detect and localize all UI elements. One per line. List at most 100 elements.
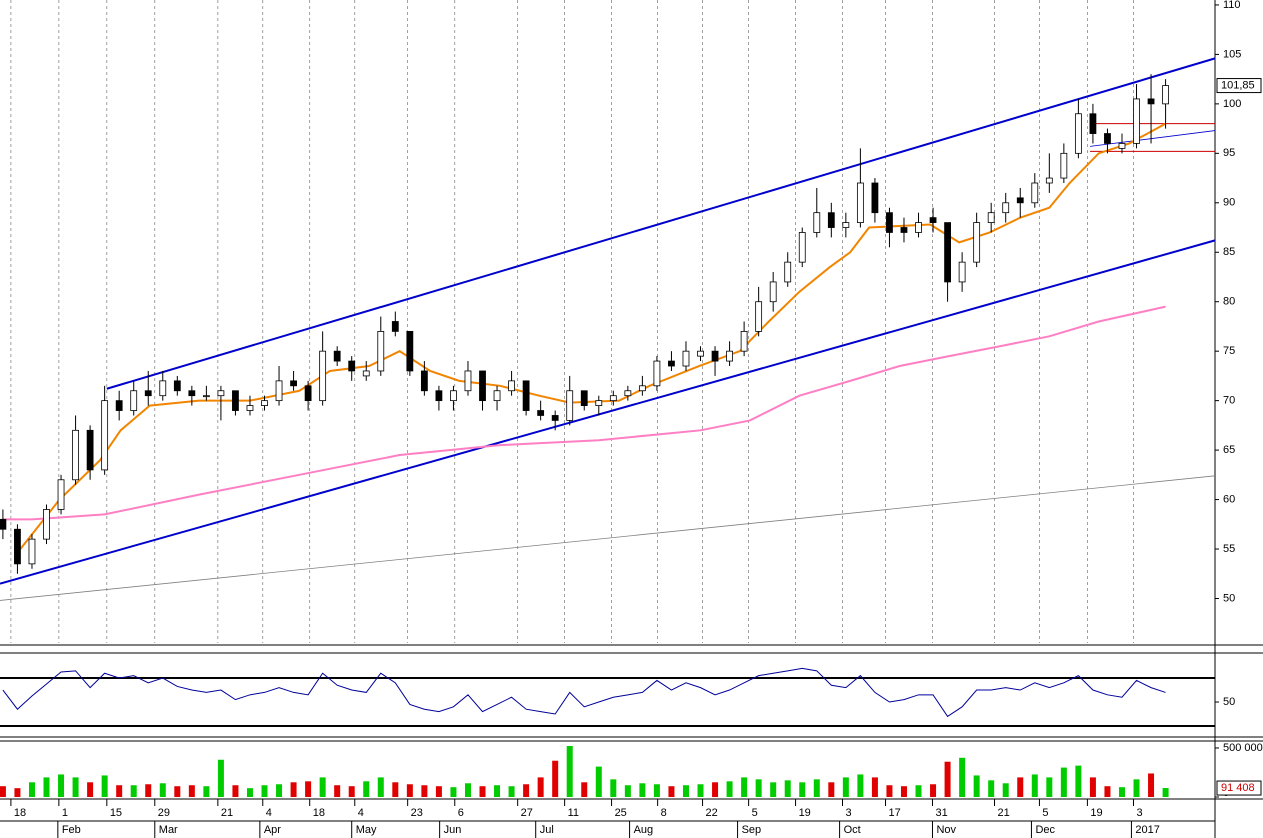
candle-body bbox=[57, 479, 65, 510]
volume-bar bbox=[305, 781, 312, 797]
candle-body bbox=[173, 380, 181, 392]
month-label: May bbox=[356, 824, 377, 836]
y-tick-label: 80 bbox=[1223, 296, 1235, 308]
volume-bar bbox=[813, 779, 820, 797]
volume-bar bbox=[217, 759, 224, 797]
candle-body bbox=[144, 390, 152, 397]
volume-bar bbox=[87, 782, 94, 797]
x-tick-label: 4 bbox=[358, 807, 364, 819]
x-tick-label: 21 bbox=[221, 807, 233, 819]
volume-bar bbox=[668, 786, 675, 797]
candle-body bbox=[1016, 197, 1024, 204]
candle-body bbox=[43, 509, 50, 540]
x-tick-label: 4 bbox=[266, 807, 272, 819]
candle-body bbox=[784, 261, 792, 283]
candle-body bbox=[1104, 133, 1111, 144]
month-label: Oct bbox=[844, 824, 861, 836]
candle-body bbox=[420, 370, 428, 392]
candle-body bbox=[638, 385, 646, 392]
volume-bar bbox=[566, 746, 573, 797]
candle-body bbox=[856, 182, 864, 223]
candle-body bbox=[900, 227, 908, 233]
x-tick-label: 19 bbox=[799, 807, 811, 819]
candle-body bbox=[1045, 177, 1053, 184]
x-tick-label: 3 bbox=[1136, 807, 1142, 819]
last-volume-label: 91 408 bbox=[1221, 782, 1255, 794]
volume-bar bbox=[58, 774, 65, 797]
volume-bar bbox=[944, 761, 951, 797]
volume-bar bbox=[799, 782, 806, 797]
volume-bar bbox=[973, 775, 980, 797]
y-tick-label: 100 bbox=[1223, 98, 1241, 110]
rsi-line bbox=[2, 667, 1166, 718]
volume-bar bbox=[857, 774, 864, 797]
candle-body bbox=[1133, 98, 1140, 144]
volume-bar bbox=[464, 783, 471, 797]
volume-bar bbox=[203, 786, 210, 797]
candle-body bbox=[1162, 85, 1169, 105]
volume-bar bbox=[0, 786, 6, 797]
volume-bar bbox=[28, 782, 35, 797]
candle-body bbox=[798, 232, 806, 263]
candle-body bbox=[1089, 113, 1097, 134]
x-tick-label: 31 bbox=[935, 807, 947, 819]
x-tick-label: 22 bbox=[706, 807, 718, 819]
x-tick-label: 29 bbox=[158, 807, 170, 819]
candle-body bbox=[886, 212, 893, 233]
moving-average bbox=[2, 305, 1166, 521]
month-label: Dec bbox=[1035, 824, 1055, 836]
y-tick-label: 110 bbox=[1223, 0, 1241, 11]
candle-body bbox=[595, 400, 603, 406]
month-label: Mar bbox=[159, 824, 178, 836]
moving-average bbox=[19, 122, 1167, 550]
candle-body bbox=[188, 390, 196, 397]
candle-body bbox=[508, 380, 515, 392]
y-tick-label: 85 bbox=[1223, 246, 1235, 258]
volume-bar bbox=[348, 786, 355, 797]
volume-bar bbox=[377, 777, 384, 797]
candle-body bbox=[551, 415, 559, 421]
x-tick-label: 21 bbox=[998, 807, 1010, 819]
last-volume-box bbox=[1216, 780, 1262, 796]
candle-body bbox=[711, 350, 719, 362]
candle-body bbox=[958, 261, 966, 283]
volume-bar bbox=[653, 784, 660, 797]
x-tick-label: 25 bbox=[615, 807, 627, 819]
volume-bar bbox=[537, 777, 544, 797]
volume-bar bbox=[319, 777, 326, 797]
volume-bar bbox=[886, 785, 893, 797]
candle-body bbox=[740, 330, 748, 352]
candle-body bbox=[377, 330, 385, 372]
x-tick-label: 3 bbox=[846, 807, 852, 819]
x-tick-label: 15 bbox=[110, 807, 122, 819]
candle-body bbox=[232, 390, 239, 411]
candle-body bbox=[915, 222, 922, 233]
candle-body bbox=[1147, 98, 1155, 105]
volume-bar bbox=[595, 766, 602, 797]
x-tick-label: 1 bbox=[62, 807, 68, 819]
x-tick-label: 18 bbox=[14, 807, 26, 819]
candle-body bbox=[609, 395, 617, 402]
volume-bar bbox=[1133, 779, 1140, 797]
volume-bar bbox=[770, 782, 777, 797]
candle-body bbox=[130, 390, 138, 411]
volume-bar bbox=[639, 783, 646, 797]
x-tick-label: 27 bbox=[521, 807, 533, 819]
volume-bar bbox=[1017, 777, 1024, 797]
candle-body bbox=[391, 321, 399, 332]
y-tick-label: 50 bbox=[1223, 696, 1235, 708]
volume-bar bbox=[1104, 786, 1111, 797]
volume-bar bbox=[726, 781, 733, 797]
volume-bar bbox=[1031, 774, 1038, 797]
candle-body bbox=[755, 301, 763, 332]
month-label: Nov bbox=[936, 824, 956, 836]
candle-body bbox=[86, 429, 94, 471]
volume-bar bbox=[130, 785, 137, 797]
candle-body bbox=[682, 350, 690, 367]
volume-bar bbox=[900, 786, 907, 797]
candle-body bbox=[1074, 113, 1082, 154]
volume-bar bbox=[1089, 777, 1096, 797]
volume-bar bbox=[624, 785, 631, 797]
volume-bar bbox=[14, 788, 21, 797]
